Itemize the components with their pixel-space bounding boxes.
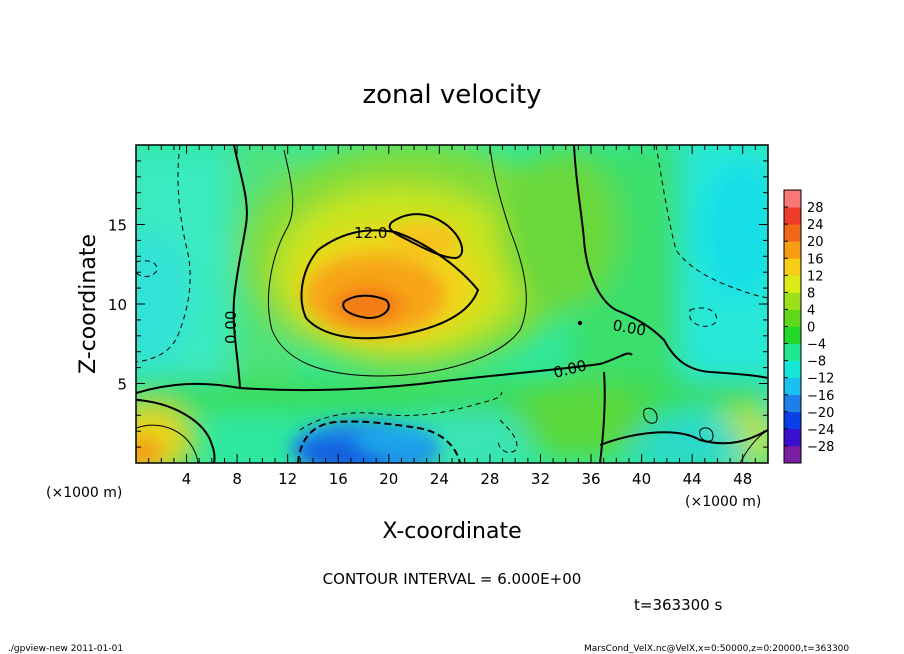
colorbar-label: −16: [807, 389, 834, 404]
colorbar-segment: [784, 241, 801, 259]
x-tick-label: 48: [733, 470, 752, 488]
chart-title: zonal velocity: [362, 80, 541, 110]
colorbar-segment: [784, 360, 801, 379]
x-tick-label: 20: [379, 470, 398, 488]
colorbar-label: 0: [807, 321, 815, 336]
contour-neg6-bottom: [299, 391, 503, 431]
y-axis-title: Z-coordinate: [76, 234, 101, 374]
x-unit-label-left: (×1000 m): [46, 485, 122, 501]
colorbar-segment: [784, 394, 801, 413]
contour-zero-lower-right: [599, 429, 768, 446]
contour-label-zero-right: 0.00: [611, 316, 647, 340]
contour-small-loop-b: [699, 427, 714, 442]
colorbar-label: −12: [807, 372, 834, 387]
colorbar-label: −4: [807, 338, 826, 353]
contour-zero-left: [232, 145, 248, 389]
colorbar-segment: [784, 224, 801, 242]
colorbar-label: 4: [807, 303, 815, 318]
x-tick-label: 36: [581, 470, 600, 488]
plot-area: 12.0 0.00 0.00 0.00: [136, 145, 768, 463]
contour-label-zero-left: 0.00: [222, 311, 240, 344]
colorbar-label: −28: [807, 440, 834, 455]
y-axis: 5 10 15: [108, 160, 768, 448]
contour-neg12-bottom: [297, 420, 461, 463]
contour-neg6-bottom-blob: [497, 419, 518, 453]
colorbar-label: −8: [807, 355, 826, 370]
colorbar-segment: [784, 326, 801, 344]
colorbar-segment: [784, 275, 801, 293]
contour-6-lower-left: [136, 424, 199, 463]
colorbar-label: 8: [807, 286, 815, 301]
contour-zero-middle: [136, 352, 633, 394]
colorbar-segment: [784, 190, 801, 208]
colorbar-label: 28: [807, 201, 824, 216]
contour-neg6-right: [655, 145, 768, 299]
contour-zero-lower-middle: [599, 371, 606, 463]
colorbar-segment: [784, 258, 801, 276]
colorbar-label: −24: [807, 423, 834, 438]
x-unit-label-right: (×1000 m): [685, 494, 761, 510]
y-tick-label: 10: [108, 296, 127, 314]
contour-12-lobe: [388, 213, 464, 260]
y-tick-label: 15: [108, 217, 127, 235]
x-tick-label: 44: [683, 470, 702, 488]
colorbar-label: 20: [807, 235, 824, 250]
contour-label-12: 12.0: [354, 224, 387, 242]
contour-12-main: [300, 229, 480, 340]
y-tick-label: 5: [117, 376, 127, 394]
colorbar-label: −20: [807, 406, 834, 421]
x-tick-label: 16: [329, 470, 348, 488]
colorbar-label: 12: [807, 269, 824, 284]
x-tick-label: 40: [632, 470, 651, 488]
contour-18-core: [342, 294, 390, 320]
contour-6-dome: [267, 145, 527, 377]
x-axis-title: X-coordinate: [382, 519, 521, 544]
colorbar-segment: [784, 292, 801, 310]
colorbar-label: 16: [807, 252, 824, 267]
contour-interval-note: CONTOUR INTERVAL = 6.000E+00: [323, 570, 582, 588]
colorbar-segment: [784, 411, 801, 430]
field-extremes: [136, 222, 460, 463]
colorbar-labels: 28 24 20 16 12 8 4 0 −4 −8 −12 −16 −20 −24 −28: [807, 201, 834, 455]
contour-zero-lower-left: [136, 399, 216, 463]
time-label: t=363300 s: [634, 596, 722, 614]
colorbar-segment: [784, 377, 801, 396]
x-tick-label: 24: [430, 470, 449, 488]
colorbar-label: 24: [807, 218, 824, 233]
x-tick-label: 4: [182, 470, 192, 488]
colorbar-segment: [784, 309, 801, 327]
footer-left: ./gpview-new 2011-01-01: [8, 644, 123, 654]
x-axis: 4 8 12 16 20 24 28 32 36 40 44 48: [148, 145, 756, 488]
colorbar: [783, 189, 802, 464]
contour-point: [577, 320, 583, 326]
colorbar-segment: [784, 445, 801, 464]
x-tick-label: 12: [278, 470, 297, 488]
contour-lines: [136, 145, 768, 463]
contour-zero-right: [573, 145, 768, 379]
colorbar-segment: [784, 343, 801, 362]
colorbar-segment: [784, 428, 801, 447]
colorbar-segment: [784, 207, 801, 225]
footer-right: MarsCond_VelX.nc@VelX,x=0:50000,z=0:2000…: [584, 644, 849, 654]
x-tick-label: 28: [480, 470, 499, 488]
contour-neg6-left-blob: [136, 260, 158, 278]
x-tick-label: 8: [232, 470, 242, 488]
x-tick-label: 32: [531, 470, 550, 488]
contour-small-loop-a: [643, 407, 658, 424]
